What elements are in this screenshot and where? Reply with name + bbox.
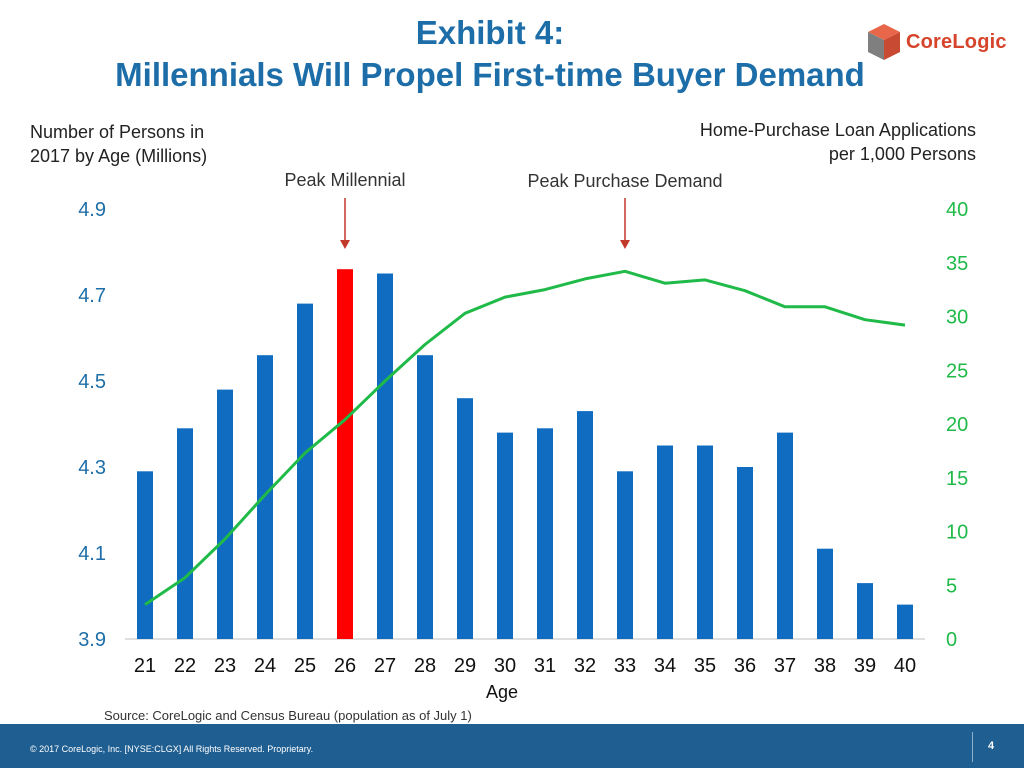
- left-tick-label: 4.5: [78, 371, 106, 393]
- right-tick-label: 40: [946, 199, 968, 221]
- bar-age-38: [817, 548, 833, 639]
- bar-age-31: [537, 428, 553, 639]
- corelogic-logo: CoreLogic: [866, 20, 1016, 64]
- x-tick-label: 26: [334, 655, 356, 677]
- x-tick-label: 33: [614, 655, 636, 677]
- left-tick-label: 3.9: [78, 629, 106, 651]
- left-axis-title: Number of Persons in 2017 by Age (Millio…: [30, 120, 207, 168]
- annotation-label: Peak Millennial: [284, 170, 405, 190]
- left-axis-title-line-1: Number of Persons in: [30, 122, 205, 142]
- right-tick-label: 0: [946, 629, 957, 651]
- bar-age-32: [577, 411, 593, 639]
- bar-age-40: [897, 604, 913, 639]
- annotation-label: Peak Purchase Demand: [527, 171, 722, 191]
- bar-age-33: [617, 471, 633, 639]
- x-tick-label: 34: [654, 655, 676, 677]
- right-tick-label: 35: [946, 253, 968, 275]
- right-tick-label: 5: [946, 575, 957, 597]
- bar-age-21: [137, 471, 153, 639]
- combo-chart: 21 22 23 24 25 26 27 28 29 30 31 32 33 34 35 36 37 38 39 40…: [78, 170, 968, 702]
- bar-age-34: [657, 445, 673, 639]
- bar-age-30: [497, 432, 513, 639]
- footer-divider: [972, 732, 973, 762]
- left-tick-label: 4.7: [78, 285, 106, 307]
- bar-age-26: [337, 269, 353, 639]
- title-line-1: Exhibit 4:: [415, 14, 565, 51]
- x-tick-label: 38: [814, 655, 836, 677]
- annotation-arrow-head: [340, 240, 350, 249]
- x-tick-label: 32: [574, 655, 596, 677]
- x-tick-label: 30: [494, 655, 516, 677]
- right-tick-label: 15: [946, 468, 968, 490]
- x-axis-title: Age: [486, 682, 518, 702]
- x-tick-label: 24: [254, 655, 276, 677]
- right-axis-title-line-1: Home-Purchase Loan Applications: [699, 120, 976, 140]
- bar-age-28: [417, 355, 433, 639]
- footer-bar: © 2017 CoreLogic, Inc. [NYSE:CLGX] All R…: [0, 724, 1024, 768]
- left-tick-label: 4.3: [78, 457, 106, 479]
- x-tick-label: 21: [134, 655, 156, 677]
- x-tick-label: 37: [774, 655, 796, 677]
- right-tick-label: 25: [946, 360, 968, 382]
- right-tick-label: 30: [946, 307, 968, 329]
- bar-age-22: [177, 428, 193, 639]
- right-axis-title-line-2: per 1,000 Persons: [828, 144, 976, 164]
- x-tick-label: 35: [694, 655, 716, 677]
- x-tick-label: 25: [294, 655, 316, 677]
- chart-title: Exhibit 4: Millennials Will Propel First…: [0, 12, 980, 96]
- source-note: Source: CoreLogic and Census Bureau (pop…: [104, 708, 472, 723]
- x-tick-label: 39: [854, 655, 876, 677]
- logo-text: CoreLogic: [906, 31, 1007, 53]
- bar-age-25: [297, 303, 313, 639]
- right-axis-title: Home-Purchase Loan Applications per 1,00…: [700, 118, 976, 166]
- title-line-2: Millennials Will Propel First-time Buyer…: [115, 56, 865, 93]
- x-tick-label: 36: [734, 655, 756, 677]
- left-tick-label: 4.1: [78, 543, 106, 565]
- bar-age-37: [777, 432, 793, 639]
- bar-age-36: [737, 467, 753, 639]
- x-tick-label: 22: [174, 655, 196, 677]
- left-tick-label: 4.9: [78, 199, 106, 221]
- x-tick-label: 28: [414, 655, 436, 677]
- footer-copyright: © 2017 CoreLogic, Inc. [NYSE:CLGX] All R…: [30, 744, 314, 754]
- annotation-arrow-head: [620, 240, 630, 249]
- x-tick-label: 29: [454, 655, 476, 677]
- corelogic-cube-icon: [868, 24, 900, 60]
- x-tick-label: 40: [894, 655, 916, 677]
- page-number: 4: [988, 740, 995, 752]
- x-tick-label: 31: [534, 655, 556, 677]
- right-tick-label: 10: [946, 522, 968, 544]
- x-tick-label: 23: [214, 655, 236, 677]
- bar-age-29: [457, 398, 473, 639]
- x-tick-label: 27: [374, 655, 396, 677]
- bar-age-39: [857, 583, 873, 639]
- bar-age-27: [377, 273, 393, 639]
- bar-age-23: [217, 389, 233, 639]
- left-axis-title-line-2: 2017 by Age (Millions): [30, 146, 208, 166]
- bar-age-35: [697, 445, 713, 639]
- right-tick-label: 20: [946, 414, 968, 436]
- purchase-demand-line: [144, 269, 906, 606]
